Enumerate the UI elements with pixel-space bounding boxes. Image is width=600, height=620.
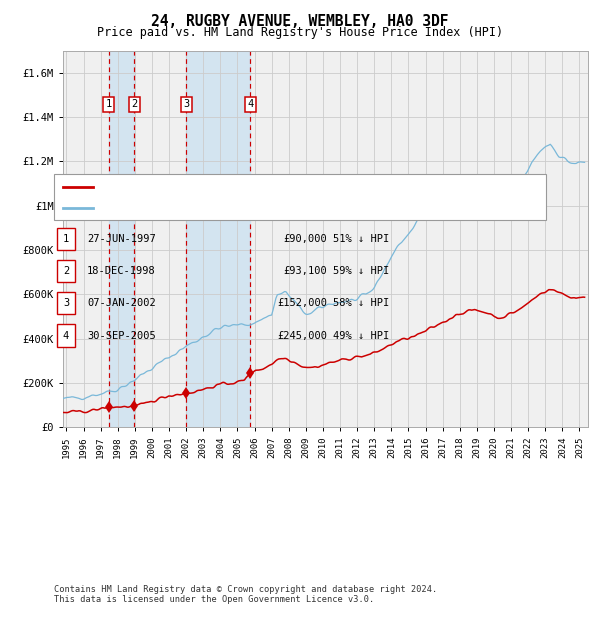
Text: 51% ↓ HPI: 51% ↓ HPI xyxy=(333,234,389,244)
Text: Price paid vs. HM Land Registry's House Price Index (HPI): Price paid vs. HM Land Registry's House … xyxy=(97,26,503,39)
Text: 2: 2 xyxy=(63,266,69,276)
Text: 3: 3 xyxy=(184,99,190,109)
Text: HPI: Average price, detached house, Brent: HPI: Average price, detached house, Bren… xyxy=(99,203,345,213)
Text: 49% ↓ HPI: 49% ↓ HPI xyxy=(333,330,389,340)
Text: 2: 2 xyxy=(131,99,137,109)
Text: 59% ↓ HPI: 59% ↓ HPI xyxy=(333,266,389,276)
Text: £93,100: £93,100 xyxy=(283,266,327,276)
Text: 1: 1 xyxy=(63,234,69,244)
Bar xyxy=(109,51,134,427)
Text: 27-JUN-1997: 27-JUN-1997 xyxy=(87,234,156,244)
Text: £245,000: £245,000 xyxy=(277,330,327,340)
Text: £152,000: £152,000 xyxy=(277,298,327,308)
Text: 4: 4 xyxy=(63,330,69,340)
Text: 24, RUGBY AVENUE, WEMBLEY, HA0 3DF: 24, RUGBY AVENUE, WEMBLEY, HA0 3DF xyxy=(151,14,449,29)
Text: 58% ↓ HPI: 58% ↓ HPI xyxy=(333,298,389,308)
Bar xyxy=(187,51,250,427)
Text: 4: 4 xyxy=(247,99,253,109)
Text: 07-JAN-2002: 07-JAN-2002 xyxy=(87,298,156,308)
Text: 24, RUGBY AVENUE, WEMBLEY, HA0 3DF (detached house): 24, RUGBY AVENUE, WEMBLEY, HA0 3DF (deta… xyxy=(99,182,405,192)
Text: 18-DEC-1998: 18-DEC-1998 xyxy=(87,266,156,276)
Text: Contains HM Land Registry data © Crown copyright and database right 2024.
This d: Contains HM Land Registry data © Crown c… xyxy=(54,585,437,604)
Text: 3: 3 xyxy=(63,298,69,308)
Text: 30-SEP-2005: 30-SEP-2005 xyxy=(87,330,156,340)
Text: 1: 1 xyxy=(106,99,112,109)
Text: £90,000: £90,000 xyxy=(283,234,327,244)
